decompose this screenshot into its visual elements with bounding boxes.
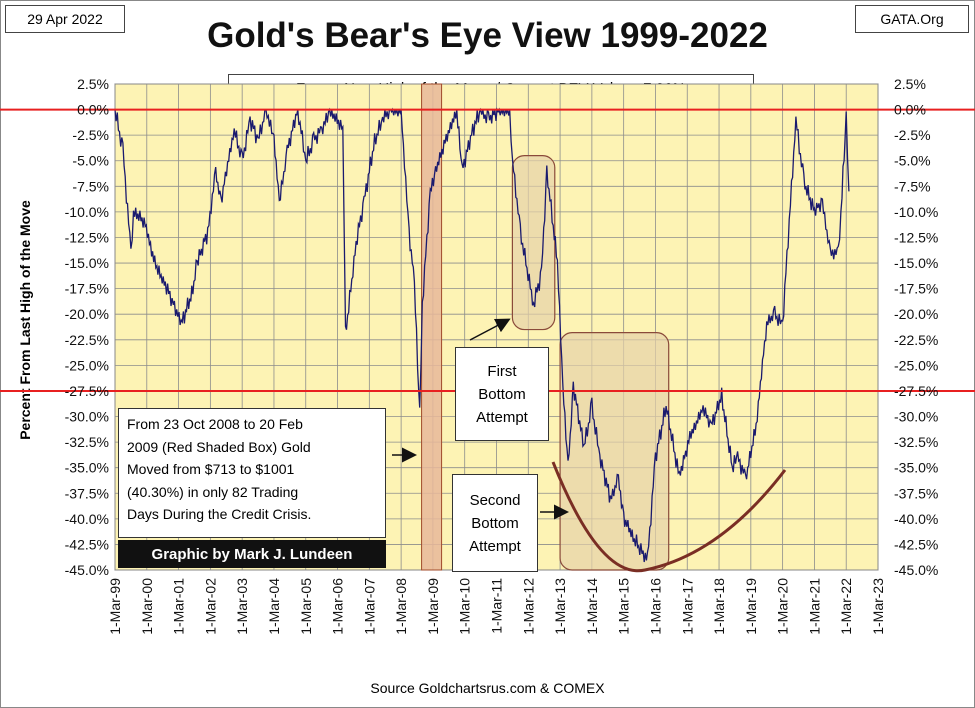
y-tick-label-left: -15.0%	[65, 255, 109, 271]
y-tick-label-right: -30.0%	[894, 409, 938, 425]
x-tick-label: 1-Mar-19	[743, 578, 759, 635]
crisis-shaded-box	[421, 83, 443, 571]
x-tick-label: 1-Mar-99	[107, 578, 123, 635]
x-tick-label: 1-Mar-15	[616, 578, 632, 635]
site-label: GATA.Org	[855, 5, 969, 33]
bottom-trend-arc	[551, 461, 787, 573]
callout-line: First	[487, 362, 517, 380]
y-tick-label-left: -42.5%	[65, 536, 109, 552]
y-tick-label-right: -12.5%	[894, 229, 938, 245]
first-bottom-callout: First Bottom Attempt	[455, 347, 549, 441]
y-tick-label-left: -40.0%	[65, 511, 109, 527]
second-bottom-callout: Second Bottom Attempt	[452, 474, 538, 572]
tick-labels: 2.5% 2.5% 0.0% 0.0% -2.5% -2.5% -5.0% -5.0% -7.5…	[65, 76, 939, 635]
note-line: 2009 (Red Shaded Box) Gold	[127, 438, 311, 455]
y-tick-label-right: -37.5%	[894, 485, 938, 501]
note-line: Moved from $713 to $1001	[127, 461, 295, 477]
y-tick-label-right: -15.0%	[894, 255, 938, 271]
shaded-period	[421, 83, 443, 571]
y-tick-label-right: -25.0%	[894, 357, 938, 373]
note-line: Days During the Credit Crisis.	[127, 506, 312, 522]
chart-title: Gold's Bear's Eye View 1999-2022	[207, 16, 768, 55]
y-tick-label-right: -5.0%	[894, 153, 931, 169]
x-tick-label: 1-Mar-09	[425, 578, 441, 635]
y-tick-label-left: -45.0%	[65, 562, 109, 578]
x-tick-label: 1-Mar-04	[266, 578, 282, 635]
y-tick-label-right: -22.5%	[894, 332, 938, 348]
crisis-note: From 23 Oct 2008 to 20 Feb 2009 (Red Sha…	[118, 408, 386, 538]
y-tick-label-left: -30.0%	[65, 409, 109, 425]
y-tick-label-right: 2.5%	[894, 76, 926, 92]
y-tick-label-left: -5.0%	[72, 153, 109, 169]
first-bottom-box	[511, 155, 556, 331]
callout-line: Attempt	[476, 408, 528, 426]
x-tick-label: 1-Mar-11	[489, 578, 505, 634]
y-tick-label-left: -27.5%	[65, 383, 109, 399]
x-tick-label: 1-Mar-01	[171, 578, 187, 635]
source-label: Source Goldchartsrus.com & COMEX	[370, 680, 605, 696]
x-tick-label: 1-Mar-18	[711, 578, 727, 635]
x-tick-label: 1-Mar-06	[330, 578, 346, 635]
y-tick-label-left: -32.5%	[65, 434, 109, 450]
y-tick-label-left: -17.5%	[65, 281, 109, 297]
y-tick-label-left: -22.5%	[65, 332, 109, 348]
y-tick-label-left: -7.5%	[72, 178, 109, 194]
x-tick-label: 1-Mar-05	[298, 578, 314, 635]
y-tick-label-right: -45.0%	[894, 562, 938, 578]
y-tick-label-left: -25.0%	[65, 357, 109, 373]
y-tick-label-left: 0.0%	[77, 102, 109, 118]
y-tick-label-left: -12.5%	[65, 229, 109, 245]
y-tick-label-right: -27.5%	[894, 383, 938, 399]
x-tick-label: 1-Mar-13	[552, 578, 568, 635]
callout-line: Bottom	[478, 385, 526, 403]
second-bottom-box	[559, 332, 670, 571]
callout-line: Bottom	[471, 514, 519, 532]
y-tick-label-left: -37.5%	[65, 485, 109, 501]
x-tick-label: 1-Mar-12	[520, 578, 536, 635]
x-tick-label: 1-Mar-03	[234, 578, 250, 635]
y-tick-label-left: -2.5%	[72, 127, 109, 143]
x-tick-label: 1-Mar-00	[139, 578, 155, 635]
highlight-boxes	[511, 155, 670, 571]
y-tick-label-right: -7.5%	[894, 178, 931, 194]
y-tick-label-right: -40.0%	[894, 511, 938, 527]
y-tick-label-right: 0.0%	[894, 102, 926, 118]
note-line: (40.30%) in only 82 Trading	[127, 483, 299, 500]
x-tick-label: 1-Mar-02	[202, 578, 218, 635]
x-tick-label: 1-Mar-10	[457, 578, 473, 635]
x-tick-label: 1-Mar-16	[647, 578, 663, 635]
x-tick-label: 1-Mar-17	[679, 578, 695, 635]
credit-label: Graphic by Mark J. Lundeen	[118, 540, 386, 568]
x-tick-label: 1-Mar-14	[584, 578, 600, 635]
x-tick-label: 1-Mar-22	[838, 578, 854, 635]
x-tick-label: 1-Mar-21	[806, 578, 822, 635]
y-tick-label-left: 2.5%	[77, 76, 109, 92]
y-tick-label-right: -2.5%	[894, 127, 931, 143]
y-tick-label-right: -10.0%	[894, 204, 938, 220]
y-tick-label-right: -17.5%	[894, 281, 938, 297]
x-tick-label: 1-Mar-08	[393, 578, 409, 635]
first-arrow	[469, 318, 511, 341]
y-tick-label-right: -20.0%	[894, 306, 938, 322]
y-tick-label-left: -35.0%	[65, 460, 109, 476]
callout-line: Second	[469, 491, 521, 509]
y-tick-label-left: -20.0%	[65, 306, 109, 322]
y-tick-label-right: -42.5%	[894, 536, 938, 552]
note-line: From 23 Oct 2008 to 20 Feb	[127, 416, 303, 432]
date-label: 29 Apr 2022	[5, 5, 125, 33]
y-tick-label-left: -10.0%	[65, 204, 109, 220]
y-tick-label-right: -32.5%	[894, 434, 938, 450]
callout-line: Attempt	[469, 537, 521, 555]
x-tick-label: 1-Mar-23	[870, 578, 886, 635]
x-tick-label: 1-Mar-20	[775, 578, 791, 635]
annotation-shapes	[392, 318, 787, 573]
y-tick-label-right: -35.0%	[894, 460, 938, 476]
x-tick-label: 1-Mar-07	[361, 578, 377, 635]
